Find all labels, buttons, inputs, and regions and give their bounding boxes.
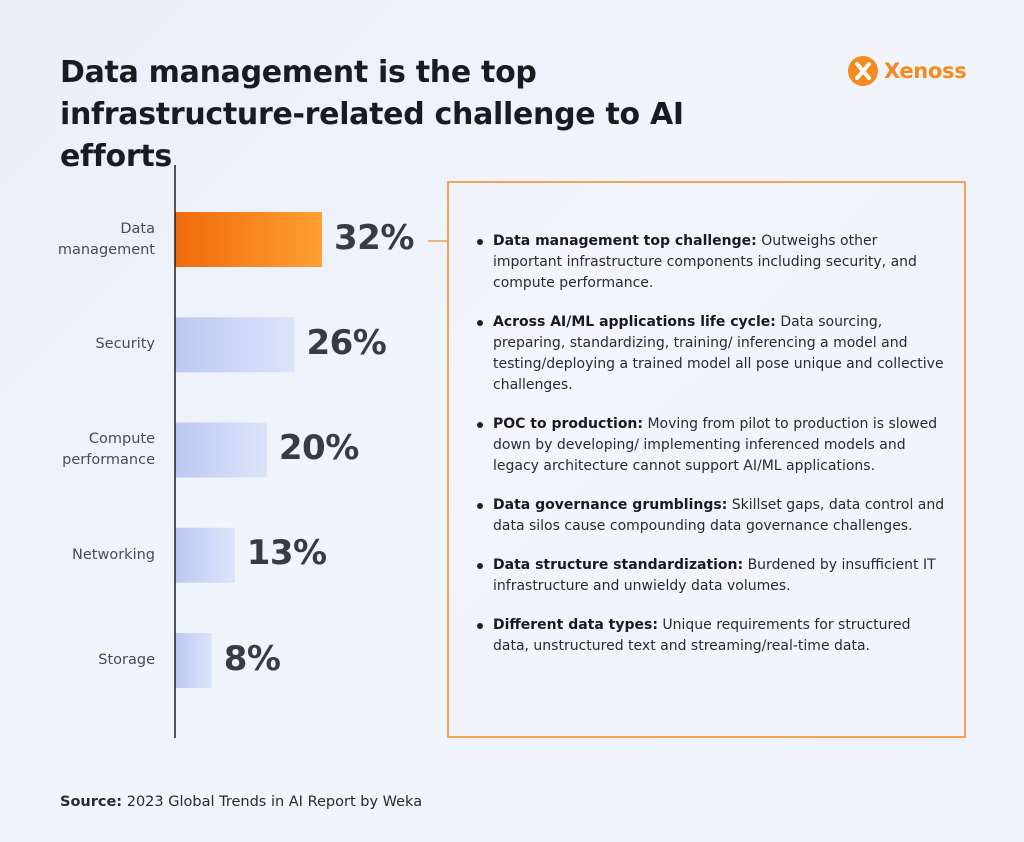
insight-heading-0: Data management top challenge: [493,233,757,249]
bar-0 [175,212,322,267]
xenoss-logo-text: Xenoss [884,59,967,83]
source-text: 2023 Global Trends in AI Report by Weka [122,794,423,810]
insight-item-2: POC to production: Moving from pilot to … [475,414,945,477]
source-note: Source: 2023 Global Trends in AI Report … [60,794,422,810]
category-label-1: Security [95,336,155,353]
xenoss-logo-icon [848,56,878,86]
category-label-0: Data management [57,220,155,258]
insight-text-2: Moving from pilot to production is slowe… [493,416,938,474]
insights-list: Data management top challenge: Outweighs… [475,231,945,675]
value-label-1: 26% [306,322,387,363]
insight-text-1: Data sourcing, preparing, standardizing,… [493,314,944,393]
insight-item-4: Data structure standardization: Burdened… [475,555,945,597]
bar-2 [175,422,267,478]
bar-3 [175,527,235,583]
insights-panel: Data management top challenge: Outweighs… [447,181,966,738]
insight-item-0: Data management top challenge: Outweighs… [475,231,945,294]
category-label-2: Compute performance [62,431,155,468]
category-label-3: Networking [72,546,155,563]
insight-heading-2: POC to production: [493,416,644,432]
value-label-3: 13% [246,533,327,574]
value-label-2: 20% [278,428,359,468]
category-label-4: Storage [98,652,155,668]
insight-heading-5: Different data types: [493,617,658,633]
insight-heading-1: Across AI/ML applications life cycle: [493,314,776,330]
insight-heading-4: Data structure standardization: [493,557,744,573]
value-label-4: 8% [223,638,281,679]
insight-text-0: Outweighs other important infrastructure… [493,233,917,291]
bar-4 [175,633,212,688]
insight-item-3: Data governance grumblings: Skillset gap… [475,495,945,537]
xenoss-logo: Xenoss [848,56,967,86]
insight-item-1: Across AI/ML applications life cycle: Da… [475,312,945,396]
bar-1 [175,317,295,373]
insight-item-5: Different data types: Unique requirement… [475,615,945,657]
insight-text-3: Skillset gaps, data control and data sil… [493,497,945,534]
value-label-0: 32% [334,217,414,258]
insight-text-4: Burdened by insufficient IT infrastructu… [493,557,936,594]
source-label: Source: [60,794,123,810]
insight-text-5: Unique requirements for structured data,… [493,617,911,654]
insight-heading-3: Data governance grumblings: [493,497,728,513]
page-title: Data management is the top infrastructur… [60,55,684,174]
